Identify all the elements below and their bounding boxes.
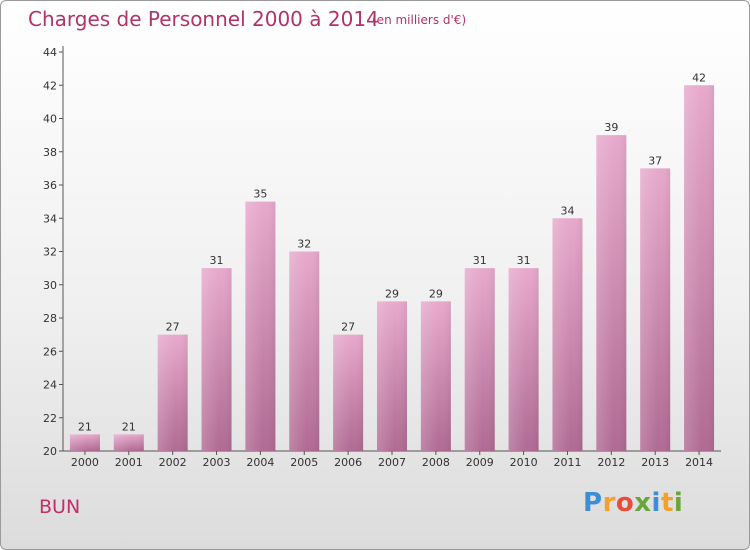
x-tick-label: 2000 — [71, 456, 99, 469]
bar-shade — [113, 434, 144, 451]
x-tick-label: 2008 — [422, 456, 450, 469]
x-tick-label: 2002 — [159, 456, 187, 469]
y-tick-label: 30 — [43, 279, 57, 292]
bar-shade — [69, 434, 100, 451]
y-tick-label: 28 — [43, 312, 57, 325]
commune-name: BUN — [39, 496, 81, 518]
value-label: 27 — [341, 321, 355, 334]
logo-letter: r — [602, 488, 616, 518]
y-tick-label: 42 — [43, 79, 57, 92]
chart-subtitle: (en milliers d'€) — [372, 13, 467, 27]
x-tick-label: 2001 — [115, 456, 143, 469]
value-label: 39 — [604, 121, 618, 134]
bar-shade — [333, 334, 364, 451]
x-tick-label: 2004 — [246, 456, 274, 469]
value-labels: 21 21 27 31 35 32 27 29 29 31 31 34 39 37 42 — [78, 71, 706, 433]
x-tick-label: 2012 — [597, 456, 625, 469]
x-tick-label: 2005 — [290, 456, 318, 469]
logo-letter: x — [634, 488, 652, 518]
value-label: 31 — [473, 254, 487, 267]
value-label: 21 — [122, 420, 136, 433]
value-label: 31 — [210, 254, 224, 267]
value-label: 27 — [166, 321, 180, 334]
logo-letter: t — [660, 488, 674, 518]
proxiti-logo: Proxiti — [583, 488, 683, 518]
bar-shade — [201, 268, 232, 451]
y-tick-label: 24 — [43, 379, 57, 392]
value-label: 34 — [560, 204, 574, 217]
y-tick-label: 34 — [43, 212, 57, 225]
value-label: 42 — [692, 71, 706, 84]
x-tick-label: 2006 — [334, 456, 362, 469]
bar-shade — [640, 168, 671, 451]
logo-letter: i — [673, 488, 684, 518]
bar-shade — [684, 85, 715, 451]
x-tick-label: 2003 — [203, 456, 231, 469]
x-tick-label: 2009 — [466, 456, 494, 469]
chart-title: Charges de Personnel 2000 à 2014 — [28, 7, 379, 31]
bar-shade — [596, 135, 627, 451]
bar-shade — [157, 334, 188, 451]
x-tick-label: 2010 — [510, 456, 538, 469]
y-tick-label: 40 — [43, 113, 57, 126]
bar-shade — [464, 268, 495, 451]
value-label: 21 — [78, 420, 92, 433]
x-tick-label: 2014 — [685, 456, 713, 469]
axes: 20 22 24 26 28 30 32 34 36 38 40 42 44 2000 2001 2002 20… — [43, 46, 721, 469]
y-tick-label: 38 — [43, 146, 57, 159]
y-tick-label: 32 — [43, 246, 57, 259]
bar-shade — [508, 268, 539, 451]
bars — [69, 85, 715, 451]
bar-shade — [552, 218, 583, 451]
y-tick-label: 44 — [43, 46, 57, 59]
bar-shade — [245, 201, 276, 451]
y-tick-label: 26 — [43, 345, 57, 358]
logo-letter: o — [615, 488, 635, 518]
bar-shade — [377, 301, 407, 451]
value-label: 31 — [517, 254, 531, 267]
value-label: 29 — [429, 287, 443, 300]
value-label: 29 — [385, 287, 399, 300]
logo-letter: P — [583, 488, 603, 518]
x-tick-label: 2007 — [378, 456, 406, 469]
y-tick-label: 36 — [43, 179, 57, 192]
x-tick-label: 2013 — [641, 456, 669, 469]
y-tick-label: 22 — [43, 412, 57, 425]
value-label: 32 — [297, 238, 311, 251]
value-label: 35 — [253, 188, 267, 201]
logo-letter: i — [651, 488, 661, 518]
x-tick-label: 2011 — [553, 456, 581, 469]
bar-shade — [420, 301, 451, 451]
value-label: 37 — [648, 154, 662, 167]
bar-shade — [289, 251, 320, 451]
y-tick-label: 20 — [43, 445, 57, 458]
